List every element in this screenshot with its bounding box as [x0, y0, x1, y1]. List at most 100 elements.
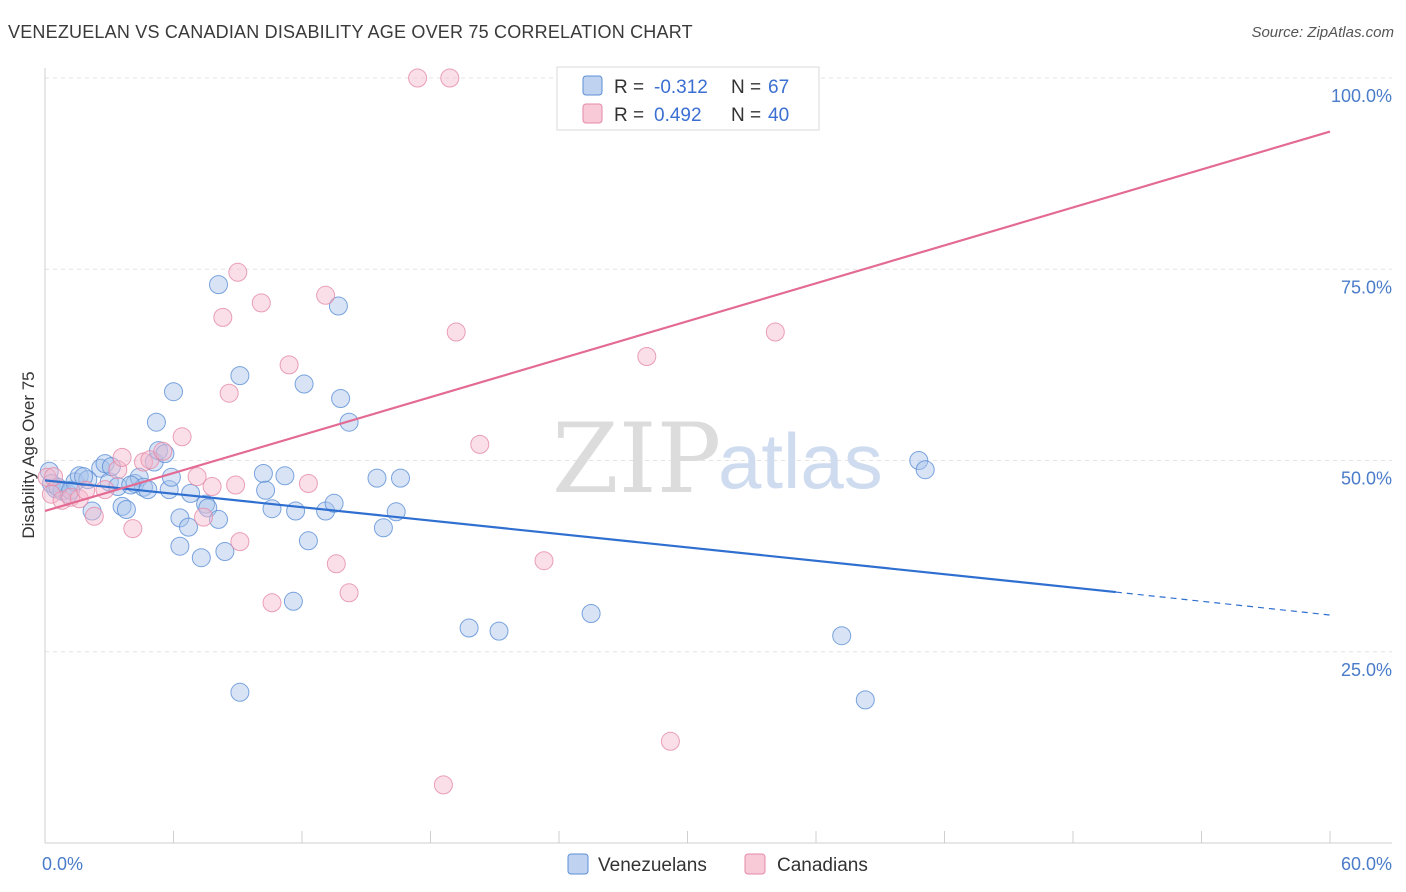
point-canadians	[440, 68, 460, 88]
point-canadians	[123, 519, 143, 539]
legend-swatch-canadians	[582, 103, 603, 124]
point-venezuelans	[855, 690, 875, 710]
point-canadians	[298, 474, 318, 493]
point-venezuelans	[909, 451, 929, 470]
point-canadians	[408, 68, 428, 88]
legend-swatch-venezuelans-bottom	[567, 853, 589, 875]
legend-r-value-canadians: 0.492	[654, 105, 702, 126]
point-venezuelans	[116, 500, 136, 519]
trend-line-canadians	[44, 130, 1331, 513]
watermark-zip: ZIP	[552, 403, 721, 515]
point-venezuelans	[328, 296, 348, 316]
point-venezuelans	[489, 621, 509, 641]
y-tick-label: 25.0%	[1341, 660, 1392, 680]
legend-n-label-canadians: N =	[731, 105, 761, 126]
point-canadians	[219, 383, 239, 403]
legend-swatch-venezuelans	[582, 75, 603, 96]
tick-labels: 25.0% 50.0% 75.0% 100.0% 0.0% 60.0%	[42, 86, 1392, 874]
point-venezuelans	[459, 618, 479, 638]
y-tick-label: 50.0%	[1341, 469, 1392, 489]
point-venezuelans	[275, 466, 295, 486]
chart-title: VENEZUELAN VS CANADIAN DISABILITY AGE OV…	[8, 22, 693, 42]
point-venezuelans	[915, 460, 935, 480]
legend-n-label-venezuelans: N =	[731, 77, 761, 98]
point-canadians	[316, 285, 336, 305]
trend-layer	[44, 130, 1331, 616]
point-venezuelans	[191, 548, 211, 568]
x-tick-label-min: 0.0%	[42, 854, 83, 874]
point-venezuelans	[324, 493, 344, 513]
watermark: ZIP atlas	[552, 403, 883, 515]
point-venezuelans	[179, 517, 198, 537]
point-canadians	[446, 322, 466, 342]
point-canadians	[765, 322, 785, 342]
legend-swatch-canadians-bottom	[744, 853, 766, 875]
point-canadians	[660, 731, 680, 751]
point-canadians	[213, 307, 233, 327]
point-venezuelans	[209, 509, 228, 529]
point-venezuelans	[170, 536, 190, 556]
point-venezuelans	[209, 275, 228, 295]
legend-r-label-venezuelans: R =	[614, 77, 644, 98]
point-venezuelans	[215, 542, 235, 561]
point-venezuelans	[331, 389, 351, 408]
legend-n-value-canadians: 40	[768, 105, 789, 126]
trend-line-venezuelans	[44, 479, 1116, 594]
point-canadians	[433, 775, 453, 795]
point-canadians	[84, 506, 104, 526]
point-canadians	[326, 554, 346, 574]
y-axis-label: Disability Age Over 75	[19, 371, 38, 538]
grid-lines	[45, 77, 1392, 653]
point-canadians	[279, 355, 299, 375]
point-canadians	[230, 532, 250, 552]
point-canadians	[637, 347, 657, 366]
legend-label-venezuelans: Venezuelans	[598, 855, 707, 876]
point-canadians	[202, 477, 222, 496]
point-venezuelans	[581, 604, 601, 623]
series-legend: Venezuelans Canadians	[567, 853, 868, 876]
point-venezuelans	[230, 682, 250, 702]
point-canadians	[470, 434, 490, 454]
source-label: Source: ZipAtlas.com	[1251, 24, 1394, 41]
point-canadians	[194, 507, 213, 527]
point-venezuelans	[373, 518, 393, 538]
y-tick-label: 75.0%	[1341, 277, 1392, 297]
point-canadians	[108, 460, 128, 480]
trend-line-extension-venezuelans	[1115, 591, 1331, 616]
point-venezuelans	[164, 382, 183, 402]
point-canadians	[187, 467, 207, 487]
point-venezuelans	[256, 480, 276, 500]
point-venezuelans	[283, 591, 303, 611]
point-canadians	[228, 262, 248, 282]
point-venezuelans	[832, 626, 852, 646]
legend-r-label-canadians: R =	[614, 105, 644, 126]
point-canadians	[226, 475, 246, 495]
y-tick-label: 100.0%	[1331, 86, 1392, 106]
point-venezuelans	[298, 531, 318, 551]
axes	[44, 68, 1392, 844]
legend-r-value-venezuelans: -0.312	[654, 77, 708, 98]
point-venezuelans	[253, 464, 273, 483]
stats-legend: R = -0.312 N = 67 R = 0.492 N = 40	[556, 66, 820, 131]
legend-n-value-venezuelans: 67	[768, 77, 789, 98]
point-venezuelans	[391, 468, 410, 488]
point-canadians	[339, 583, 359, 603]
point-venezuelans	[230, 366, 250, 386]
points-layer	[37, 68, 935, 795]
point-canadians	[153, 441, 173, 461]
watermark-atlas: atlas	[718, 417, 883, 505]
x-tick-label-max: 60.0%	[1341, 854, 1392, 874]
point-venezuelans	[146, 412, 166, 432]
point-venezuelans	[367, 468, 387, 488]
point-venezuelans	[294, 374, 314, 394]
point-canadians	[172, 427, 192, 447]
legend-label-canadians: Canadians	[777, 855, 868, 876]
point-canadians	[251, 293, 271, 313]
point-venezuelans	[286, 501, 306, 521]
point-canadians	[534, 551, 554, 571]
point-canadians	[112, 447, 132, 467]
point-venezuelans	[181, 483, 201, 503]
point-canadians	[262, 593, 282, 613]
point-venezuelans	[74, 467, 94, 487]
